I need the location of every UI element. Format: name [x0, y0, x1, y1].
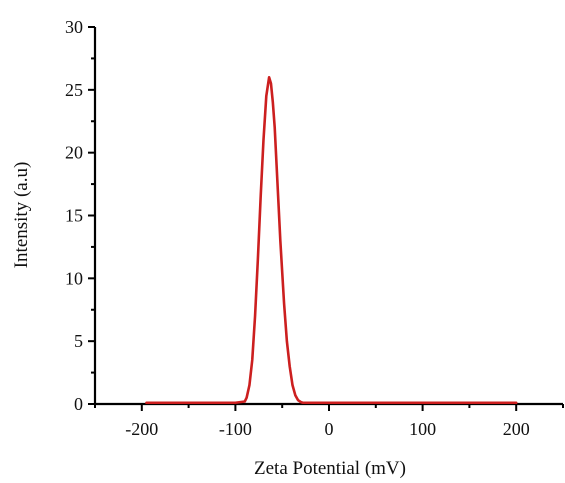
series-line	[145, 75, 518, 405]
x-tick-label: -100	[219, 419, 252, 439]
plot-area: 0 5 10 15 20 25 30 -200 -100 0 100 200	[65, 17, 564, 439]
y-tick-label: 10	[65, 268, 83, 288]
y-tick-label: 5	[74, 331, 83, 351]
x-tick-label: 100	[409, 419, 436, 439]
x-tick-label: 200	[503, 419, 530, 439]
x-tick-label: -200	[125, 419, 158, 439]
y-tick-label: 15	[65, 206, 83, 226]
x-tick-label: 0	[325, 419, 334, 439]
y-tick-label: 25	[65, 80, 83, 100]
y-tick-label: 30	[65, 17, 83, 37]
y-tick-label: 20	[65, 143, 83, 163]
y-tick-label: 0	[74, 394, 83, 414]
x-axis-title: Zeta Potential (mV)	[254, 458, 406, 479]
y-axis-title: Intensity (a.u)	[11, 162, 32, 269]
